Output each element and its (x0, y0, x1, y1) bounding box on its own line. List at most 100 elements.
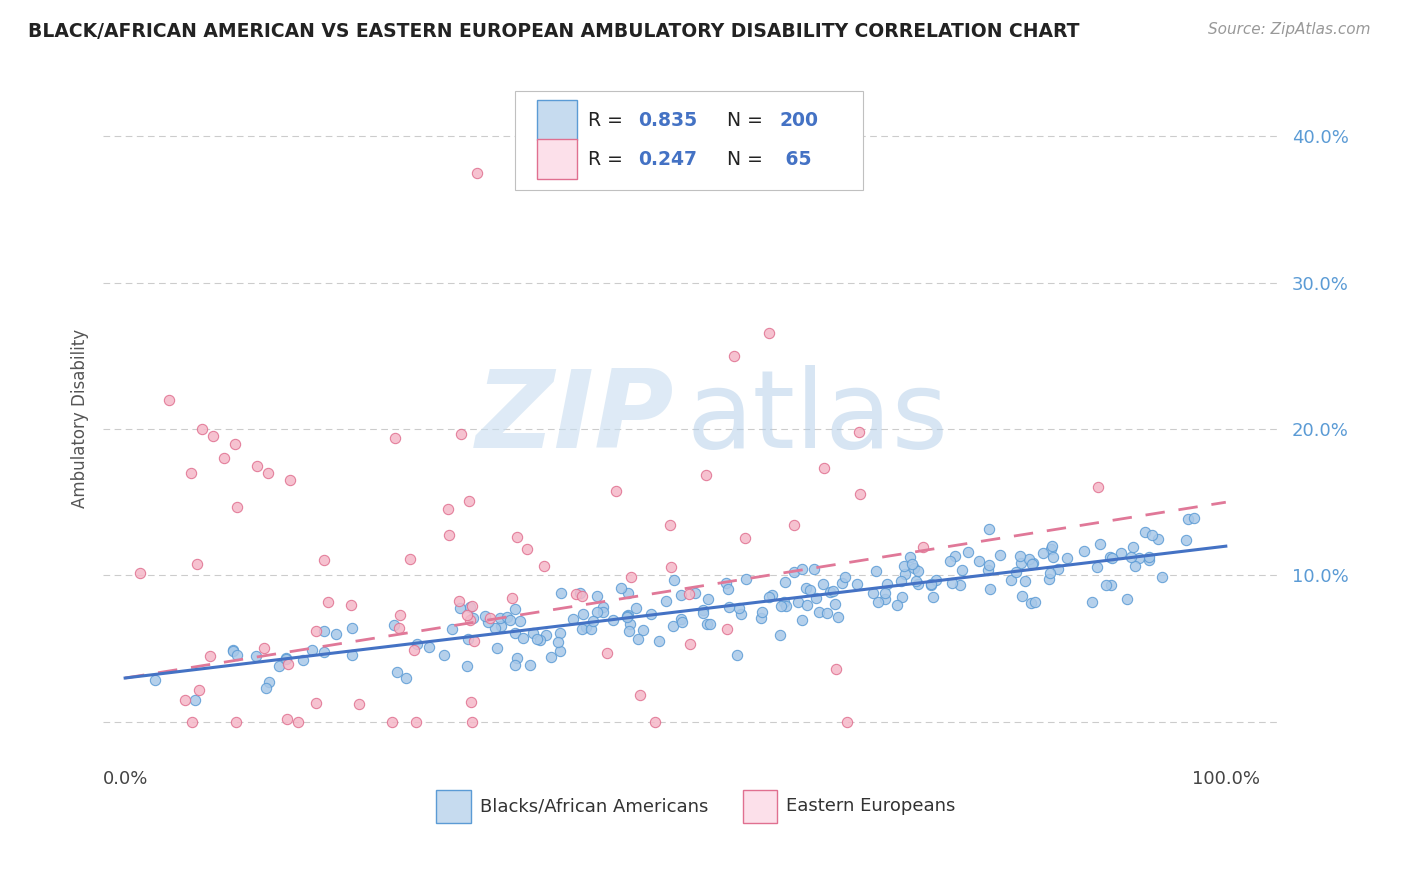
Point (586, 606, 609, 620)
Point (758, 326, 780, 340)
Point (592, 605, 614, 619)
Point (898, 549, 921, 564)
Point (1098, 550, 1121, 565)
Point (873, 591, 896, 606)
Point (977, 558, 1000, 573)
Point (1085, 559, 1108, 574)
Point (988, 548, 1011, 562)
Point (1019, 596, 1042, 610)
Point (911, 541, 934, 555)
Point (1177, 512, 1199, 526)
Point (212, 451, 235, 466)
Point (506, 530, 529, 544)
FancyBboxPatch shape (537, 100, 576, 140)
Point (191, 422, 214, 436)
Point (187, 683, 209, 698)
Point (827, 609, 849, 624)
Point (890, 590, 912, 604)
Point (565, 587, 588, 601)
Point (406, 637, 429, 651)
Point (404, 642, 426, 657)
Text: atlas: atlas (686, 365, 948, 471)
Point (848, 486, 870, 500)
Point (631, 624, 654, 638)
Point (534, 628, 557, 642)
Point (503, 658, 526, 673)
Point (1150, 570, 1173, 584)
Point (340, 621, 363, 635)
Point (246, 458, 269, 473)
Text: N =: N = (727, 150, 769, 169)
Point (484, 622, 506, 636)
Point (831, 575, 853, 590)
Point (659, 517, 682, 532)
Point (1024, 594, 1046, 608)
Point (617, 624, 640, 638)
Text: 65: 65 (779, 150, 811, 169)
Point (875, 585, 897, 599)
Point (291, 653, 314, 667)
Point (1137, 549, 1160, 564)
Point (824, 597, 846, 611)
FancyBboxPatch shape (436, 789, 471, 823)
Point (866, 595, 889, 609)
Point (181, 714, 204, 729)
Point (792, 562, 814, 576)
Point (225, 714, 247, 729)
Point (716, 622, 738, 636)
Text: 200: 200 (779, 111, 818, 130)
Text: BLACK/AFRICAN AMERICAN VS EASTERN EUROPEAN AMBULATORY DISABILITY CORRELATION CHA: BLACK/AFRICAN AMERICAN VS EASTERN EUROPE… (28, 22, 1080, 41)
Point (620, 570, 643, 584)
Point (512, 631, 534, 645)
Point (1175, 533, 1198, 547)
Point (222, 644, 245, 658)
Point (548, 644, 571, 658)
Point (449, 593, 471, 607)
Point (799, 583, 821, 598)
Point (1000, 573, 1022, 587)
Point (325, 627, 347, 641)
Point (568, 586, 591, 600)
Point (388, 607, 411, 622)
Point (1022, 556, 1045, 570)
Point (579, 622, 602, 636)
Point (699, 617, 721, 632)
Point (717, 582, 740, 596)
Point (157, 392, 180, 407)
Point (628, 688, 651, 702)
Point (813, 577, 835, 591)
Point (225, 648, 247, 662)
Point (893, 559, 915, 574)
Point (433, 648, 456, 663)
Point (257, 466, 280, 480)
Point (758, 591, 780, 605)
Point (496, 610, 519, 624)
Point (1087, 480, 1109, 494)
Point (474, 609, 496, 624)
Point (1032, 546, 1054, 560)
Point (1088, 537, 1111, 551)
Point (718, 599, 741, 614)
Point (1040, 539, 1063, 553)
Point (770, 599, 793, 613)
Point (886, 598, 908, 612)
Point (202, 429, 225, 443)
Point (184, 692, 207, 706)
Point (128, 566, 150, 581)
Point (876, 577, 898, 591)
Point (865, 564, 887, 578)
Point (592, 600, 614, 615)
Point (654, 594, 676, 608)
Point (384, 431, 406, 445)
Point (533, 559, 555, 574)
Point (1011, 589, 1033, 603)
Point (734, 531, 756, 545)
Point (499, 614, 522, 628)
Point (640, 607, 662, 622)
Point (619, 616, 641, 631)
Point (941, 576, 963, 591)
Point (274, 651, 297, 665)
Point (925, 573, 948, 587)
Point (457, 632, 479, 646)
Text: Eastern Europeans: Eastern Europeans (786, 797, 956, 815)
